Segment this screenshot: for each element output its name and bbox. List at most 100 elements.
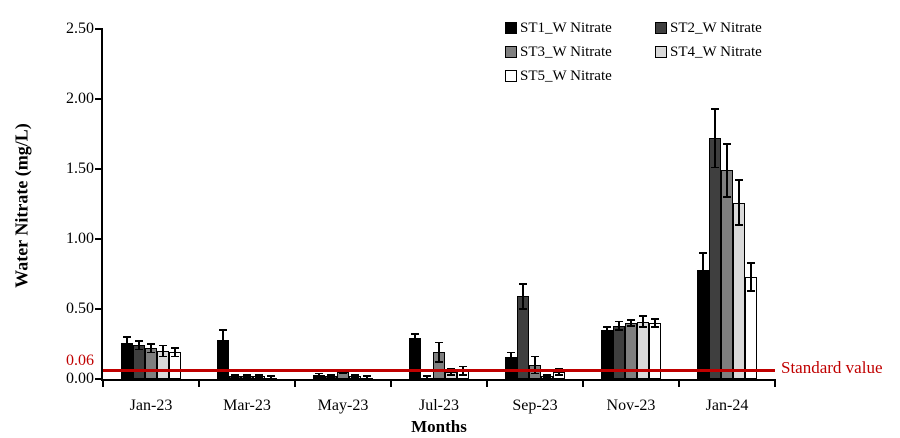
error-bar-line (150, 344, 152, 353)
x-tick-mark (294, 381, 296, 387)
month-label: Jul-23 (419, 397, 459, 414)
y-tick-mark (95, 98, 101, 100)
error-bar-line (354, 374, 356, 378)
error-bar-line (558, 369, 560, 375)
error-bar-cap-bottom (135, 348, 143, 351)
legend-swatch-icon (505, 70, 517, 82)
error-bar-cap-bottom (447, 374, 455, 376)
error-bar-line (330, 374, 332, 378)
error-bar-line (510, 352, 512, 361)
month-label: May-23 (317, 397, 369, 414)
standard-value-label: Standard value (781, 357, 883, 377)
error-bar-line (126, 337, 128, 349)
error-bar-cap-bottom (723, 196, 731, 198)
error-bar-cap-bottom (639, 326, 647, 328)
error-bar-line (342, 370, 344, 374)
x-axis-title: Months (411, 417, 467, 436)
error-bar-line (738, 180, 740, 225)
bar (733, 202, 745, 379)
error-bar-line (414, 334, 416, 343)
error-bar-line (750, 262, 752, 291)
error-bar-cap-bottom (519, 308, 527, 310)
error-bar-cap-bottom (231, 376, 239, 379)
error-bar-line (606, 327, 608, 333)
error-bar-cap-top (459, 365, 467, 368)
error-bar-line (450, 369, 452, 375)
error-bar-line (174, 348, 176, 357)
error-bar-cap-top (243, 374, 251, 376)
month-label: Mar-23 (223, 397, 271, 414)
y-axis-title: Water Nitrate (mg/L) (11, 123, 32, 288)
error-bar-cap-top (711, 108, 719, 110)
y-tick-label: 1.50 (66, 160, 94, 177)
x-tick-mark (102, 381, 104, 387)
error-bar-line (630, 320, 632, 326)
error-bar-cap-top (531, 355, 539, 358)
y-tick-label: 1.00 (66, 230, 94, 247)
error-bar-line (618, 321, 620, 330)
error-bar-cap-bottom (531, 372, 539, 375)
error-bar-cap-bottom (351, 376, 359, 379)
error-bar-line (138, 341, 140, 350)
error-bar-cap-top (603, 326, 611, 328)
bar (745, 276, 757, 379)
error-bar-cap-bottom (459, 374, 467, 376)
error-bar-cap-bottom (651, 326, 659, 328)
x-tick-mark (582, 381, 584, 387)
legend: ST1_W Nitrate ST2_W Nitrate ST3_W Nitrate S… (505, 16, 815, 88)
legend-label: ST4_W Nitrate (670, 43, 762, 60)
error-bar-line (546, 374, 548, 378)
y-tick-label: 0.50 (66, 300, 94, 317)
y-tick-mark (95, 168, 101, 170)
x-tick-mark (486, 381, 488, 387)
error-bar-cap-bottom (435, 361, 443, 363)
error-bar-line (270, 376, 272, 379)
error-bar-cap-top (639, 315, 647, 317)
month-label: Jan-23 (129, 397, 173, 414)
error-bar-line (258, 374, 260, 378)
error-bar-cap-top (651, 318, 659, 320)
legend-swatch-icon (505, 22, 517, 34)
error-bar-cap-bottom (507, 360, 515, 362)
error-bar-cap-top (615, 320, 623, 323)
x-tick-mark (774, 381, 776, 387)
x-tick-mark (198, 381, 200, 387)
error-bar-cap-top (351, 374, 359, 376)
error-bar-cap-bottom (711, 166, 719, 169)
error-bar-cap-top (507, 351, 515, 354)
error-bar-cap-top (123, 336, 131, 338)
error-bar-cap-bottom (363, 378, 371, 380)
y-tick-mark (95, 28, 101, 30)
error-bar-cap-bottom (219, 348, 227, 351)
error-bar-cap-top (231, 374, 239, 376)
legend-label: ST2_W Nitrate (670, 19, 762, 36)
bar (601, 330, 613, 379)
error-bar-line (654, 318, 656, 328)
legend-item: ST3_W Nitrate (505, 44, 655, 61)
error-bar-cap-top (255, 374, 263, 376)
error-bar-cap-top (411, 333, 419, 335)
error-bar-cap-top (147, 343, 155, 345)
error-bar-cap-bottom (327, 376, 335, 379)
y-tick-label: 0.00 (66, 370, 94, 387)
error-bar-cap-bottom (243, 376, 251, 379)
month-label: Nov-23 (606, 397, 656, 414)
bar (721, 170, 733, 379)
error-bar-line (438, 342, 440, 363)
x-tick-mark (678, 381, 680, 387)
error-bar-cap-top (627, 319, 635, 321)
error-bar-cap-bottom (171, 355, 179, 358)
error-bar-line (714, 108, 716, 168)
error-bar-cap-bottom (627, 325, 635, 327)
error-bar-line (642, 316, 644, 328)
error-bar-cap-top (423, 375, 431, 377)
y-tick-mark (95, 378, 101, 380)
error-bar-cap-top (435, 341, 443, 344)
error-bar-cap-top (735, 179, 743, 181)
error-bar-line (222, 330, 224, 350)
error-bar-line (318, 373, 320, 377)
legend-item: ST5_W Nitrate (505, 68, 655, 85)
error-bar-cap-bottom (147, 351, 155, 354)
error-bar-cap-top (327, 374, 335, 376)
